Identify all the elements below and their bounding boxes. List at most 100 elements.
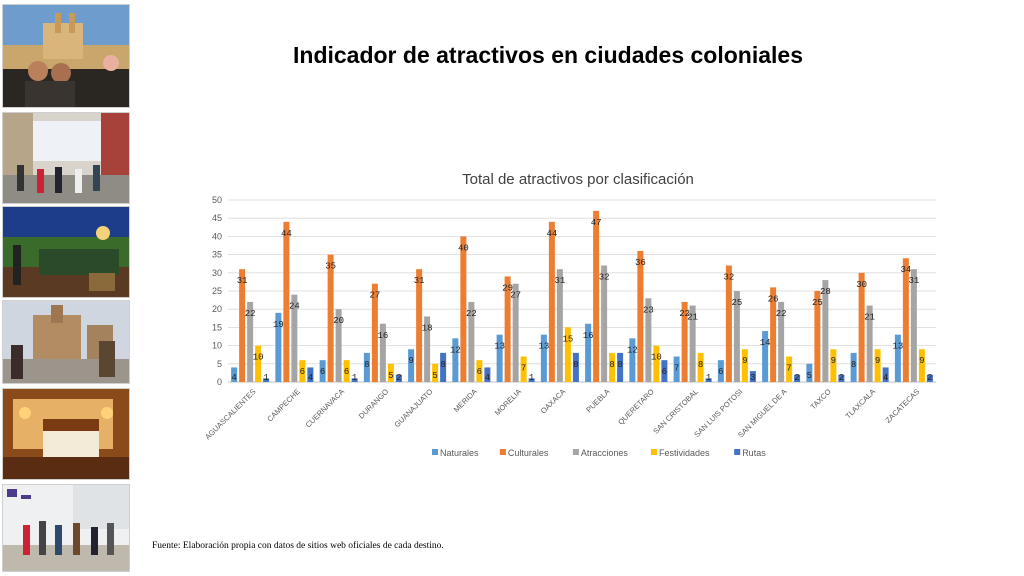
- data-label: 15: [562, 334, 573, 344]
- bar-rutas: [882, 367, 889, 382]
- y-tick-label: 50: [212, 195, 222, 205]
- data-label: 2: [927, 373, 932, 383]
- data-label: 8: [364, 360, 369, 370]
- bar-culturales: [327, 254, 334, 382]
- source-note: Fuente: Elaboración propia con datos de …: [152, 541, 444, 551]
- photo-couple-pool: [2, 4, 130, 108]
- data-label: 28: [820, 287, 831, 297]
- bar-naturales: [275, 312, 282, 382]
- bar-festividades: [918, 349, 925, 382]
- data-label: 36: [635, 258, 646, 268]
- bar-culturales: [460, 236, 467, 382]
- x-tick-label: TLAXCALA: [844, 387, 877, 420]
- bar-rutas: [395, 374, 402, 382]
- bar-festividades: [564, 327, 571, 382]
- bar-culturales: [239, 269, 246, 382]
- data-label: 9: [408, 356, 413, 366]
- photo-church-plaza: [2, 300, 130, 384]
- data-label: 26: [768, 294, 779, 304]
- bar-festividades: [255, 345, 262, 382]
- data-label: 21: [687, 313, 698, 323]
- bar-atracciones: [247, 301, 254, 382]
- legend-swatch-naturales: [432, 449, 438, 455]
- data-label: 9: [919, 356, 924, 366]
- bar-atracciones: [291, 294, 298, 382]
- x-tick-label: CAMPECHE: [265, 387, 301, 423]
- bar-rutas: [794, 374, 801, 382]
- bar-naturales: [850, 352, 857, 382]
- bar-rutas: [263, 378, 270, 382]
- data-label: 34: [900, 265, 911, 275]
- data-label: 5: [432, 371, 437, 381]
- x-tick-label: QUERETARO: [616, 387, 656, 427]
- data-label: 22: [466, 309, 477, 319]
- data-label: 9: [831, 356, 836, 366]
- photo-strip: [2, 4, 130, 574]
- data-label: 32: [599, 273, 610, 283]
- x-tick-label: DURANGO: [357, 387, 391, 421]
- bar-culturales: [504, 276, 511, 382]
- bar-rutas: [705, 378, 712, 382]
- data-label: 13: [892, 342, 903, 352]
- data-label: 4: [231, 373, 236, 383]
- bar-culturales: [283, 221, 290, 382]
- bar-atracciones: [468, 301, 475, 382]
- data-label: 2: [396, 373, 401, 383]
- bar-naturales: [408, 349, 415, 382]
- bar-atracciones: [335, 309, 342, 382]
- data-label: 44: [546, 229, 557, 239]
- bar-culturales: [681, 301, 688, 382]
- data-label: 31: [554, 276, 565, 286]
- bar-culturales: [858, 272, 865, 382]
- data-label: 16: [377, 331, 388, 341]
- data-label: 20: [333, 316, 344, 326]
- bar-festividades: [874, 349, 881, 382]
- bar-naturales: [762, 331, 769, 382]
- bar-atracciones: [556, 269, 563, 382]
- bar-atracciones: [866, 305, 873, 382]
- bar-festividades: [432, 363, 439, 382]
- x-tick-label: CUERNAVACA: [304, 387, 346, 429]
- photo-pedestrians: [2, 484, 130, 572]
- bar-rutas: [661, 360, 668, 382]
- x-tick-label: OAXACA: [539, 387, 567, 415]
- slide-title: Indicador de atractivos en ciudades colo…: [293, 42, 803, 68]
- x-tick-label: SAN CRISTOBAL: [651, 387, 700, 436]
- x-tick-label: AGUASCALIENTES: [203, 387, 257, 441]
- bar-naturales: [319, 360, 326, 382]
- data-label: 4: [883, 373, 888, 383]
- bar-festividades: [697, 352, 704, 382]
- data-label: 1: [706, 373, 711, 383]
- x-tick-label: PUEBLA: [584, 387, 611, 414]
- bar-festividades: [520, 356, 527, 382]
- bar-atracciones: [645, 298, 652, 382]
- bar-culturales: [637, 250, 644, 382]
- bar-atracciones: [601, 265, 608, 382]
- bar-naturales: [629, 338, 636, 382]
- bar-atracciones: [910, 269, 917, 382]
- data-label: 9: [742, 356, 747, 366]
- data-label: 10: [651, 353, 662, 363]
- data-label: 8: [609, 360, 614, 370]
- bar-naturales: [496, 334, 503, 382]
- bar-naturales: [585, 323, 592, 382]
- bar-rutas: [617, 352, 624, 382]
- bar-culturales: [770, 287, 777, 382]
- legend-swatch-atracciones: [572, 449, 579, 455]
- data-label: 12: [627, 345, 638, 355]
- data-label: 8: [440, 360, 445, 370]
- bar-festividades: [299, 360, 306, 382]
- bar-rutas: [749, 371, 756, 382]
- data-label: 47: [591, 218, 602, 228]
- data-label: 4: [308, 373, 313, 383]
- data-label: 7: [786, 364, 791, 374]
- bar-atracciones: [778, 301, 785, 382]
- legend-swatch-rutas: [734, 449, 741, 455]
- bar-atracciones: [379, 323, 386, 382]
- data-label: 31: [908, 276, 919, 286]
- legend-label-culturales: Culturales: [508, 448, 549, 458]
- data-label: 24: [289, 302, 300, 312]
- bar-naturales: [806, 363, 813, 382]
- bar-atracciones: [689, 305, 696, 382]
- data-label: 44: [281, 229, 292, 239]
